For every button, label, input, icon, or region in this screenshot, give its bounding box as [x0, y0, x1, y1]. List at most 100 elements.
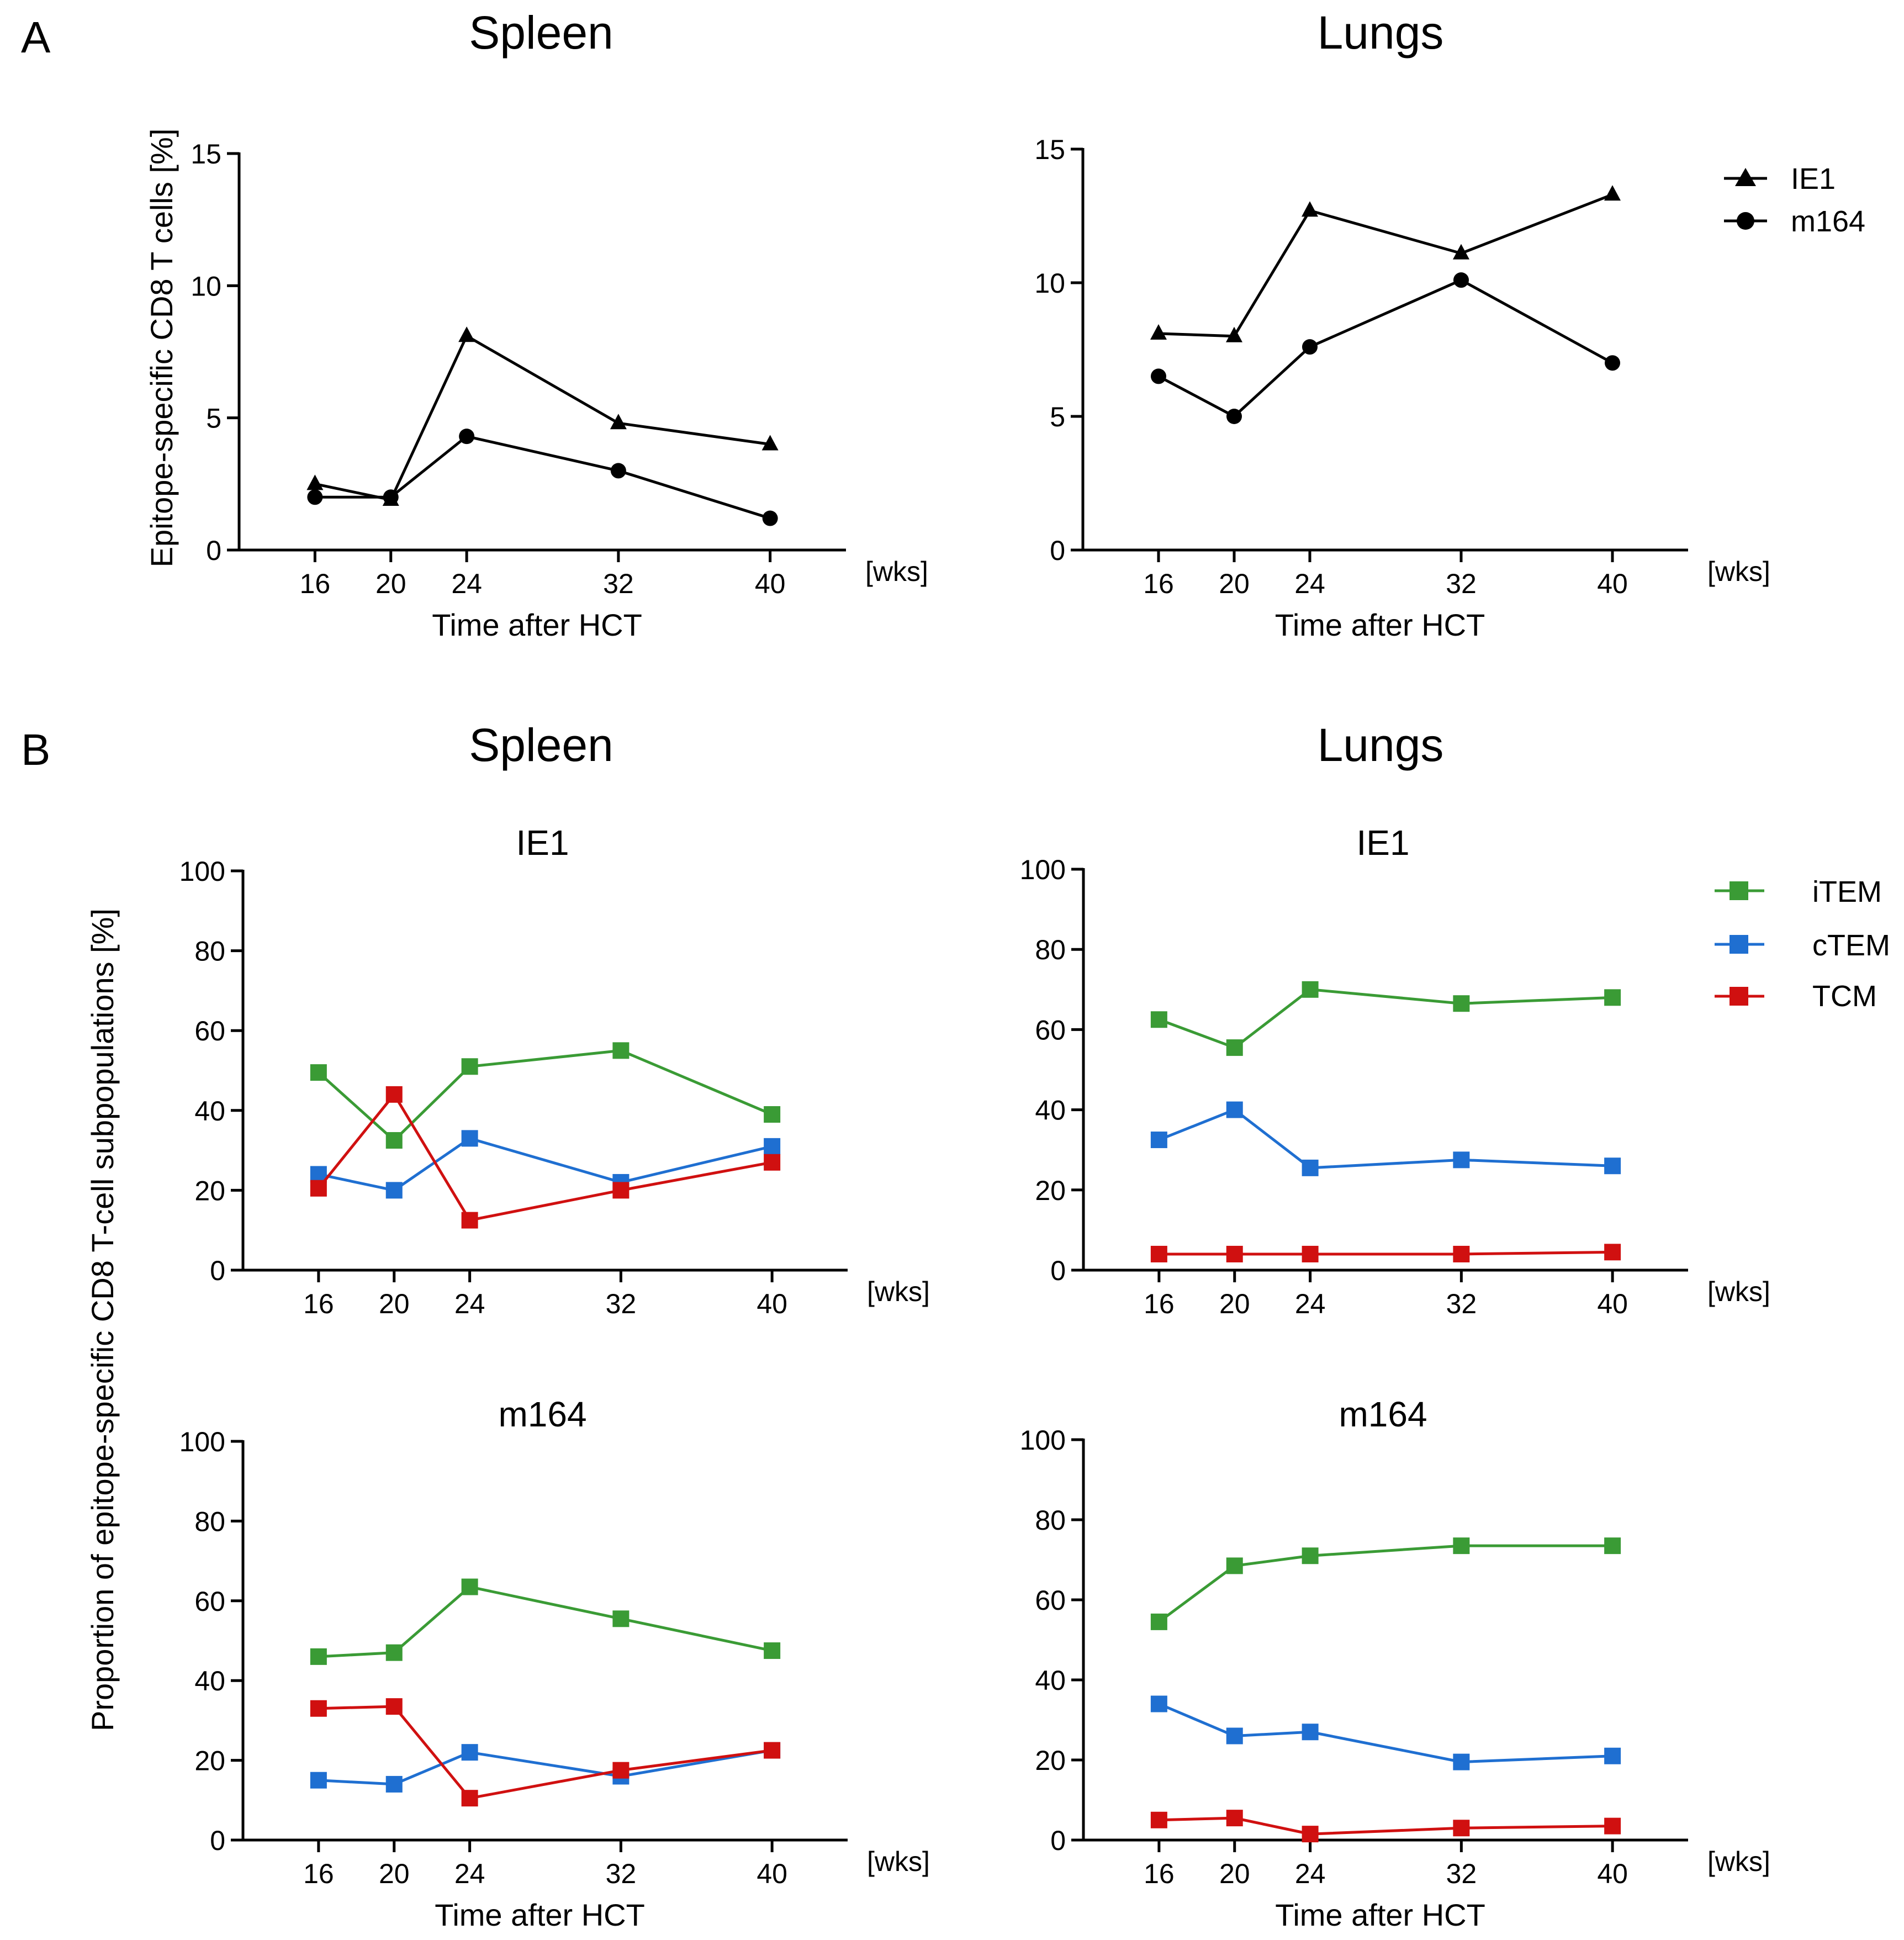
b-lungs-ie1-tcm-point [1150, 1245, 1167, 1262]
b-spleen-m164-ctem-point [310, 1772, 327, 1789]
b-spleen-m164-y-tick-label: 100 [179, 1426, 225, 1457]
a-lungs-y-tick-label: 5 [1050, 401, 1065, 432]
b-spleen-m164-x-unit-label: [wks] [867, 1846, 930, 1877]
a-lungs-x-tick-label: 32 [1446, 568, 1477, 599]
b-spleen-m164-tcm-point [461, 1790, 478, 1807]
chart-a-lungs: 0 5 10 15 16 20 24 32 40 [wks] Time after HCT [1034, 134, 1770, 642]
b-lungs-m164-tcm-point [1150, 1811, 1167, 1828]
b-spleen-ie1-ctem-point [385, 1182, 403, 1199]
legend-a-ie1-marker [1735, 168, 1756, 186]
panel-letter-a: A [21, 13, 51, 62]
a-lungs-y-tick-label: 15 [1034, 134, 1065, 165]
b-lungs-m164-ctem-point [1226, 1727, 1243, 1745]
b-spleen-ie1-y-tick-label: 0 [210, 1255, 225, 1286]
b-spleen-ie1-tcm-line [317, 1093, 773, 1222]
chart-b-lungs-ie1: 0 20 40 60 80 100 16 20 24 32 40 [wks] IE1 [1020, 823, 1770, 1319]
b-lungs-m164-x-axis-label: Time after HCT [1275, 1897, 1485, 1932]
b-spleen-ie1-tcm-point [764, 1154, 781, 1171]
title-b-spleen: Spleen [469, 719, 613, 771]
b-lungs-ie1-x-tick-label: 40 [1597, 1288, 1628, 1319]
b-spleen-m164-x-tick-label: 40 [757, 1858, 787, 1889]
a-lungs-x-tick-label: 20 [1219, 568, 1250, 599]
b-lungs-m164-y-tick-label: 0 [1050, 1825, 1066, 1856]
b-spleen-m164-y-tick-label: 60 [194, 1586, 225, 1617]
a-lungs-m164-point [1453, 272, 1469, 288]
a-spleen-ie1-point [306, 474, 324, 490]
b-spleen-m164-item-point [612, 1610, 630, 1627]
b-lungs-m164-y-tick-label: 60 [1035, 1585, 1066, 1616]
title-b-lungs: Lungs [1318, 719, 1444, 771]
a-lungs-x-tick-label: 24 [1294, 568, 1325, 599]
a-spleen-x-tick-label: 20 [375, 568, 406, 599]
chart-b-lungs-m164: 0 20 40 60 80 100 16 20 24 32 40 [wks] Time after HC… [1020, 1394, 1770, 1932]
b-lungs-ie1-item-point [1302, 981, 1319, 998]
a-spleen-x-tick-label: 24 [451, 568, 482, 599]
b-spleen-ie1-y-tick-label: 80 [194, 936, 225, 967]
a-spleen-m164-point [610, 463, 626, 479]
b-lungs-ie1-y-tick-label: 80 [1035, 934, 1066, 965]
a-spleen-m164-point [459, 429, 475, 445]
b-lungs-ie1-item-point [1226, 1039, 1243, 1056]
b-spleen-ie1-x-tick-label: 16 [303, 1288, 334, 1319]
b-lungs-m164-item-point [1150, 1613, 1167, 1630]
b-lungs-m164-x-tick-label: 24 [1295, 1858, 1326, 1889]
b-lungs-ie1-item-point [1150, 1011, 1167, 1028]
b-lungs-m164-ctem-point [1150, 1695, 1167, 1712]
a-lungs-ie1-point [1604, 185, 1621, 201]
b-spleen-ie1-tcm-point [612, 1182, 630, 1199]
chart-b-spleen-m164: 0 20 40 60 80 100 16 20 24 32 40 [wks] Time after HC… [179, 1394, 930, 1932]
legend-b-ctem-marker [1730, 935, 1748, 954]
a-lungs-m164-point [1151, 368, 1166, 384]
b-spleen-ie1-ctem-point [461, 1130, 478, 1147]
b-lungs-m164-ctem-point [1604, 1747, 1621, 1764]
a-spleen-m164-point [383, 489, 399, 505]
legend-a-m164-marker [1737, 212, 1754, 230]
legend-b-tcm-label: TCM [1812, 980, 1877, 1013]
b-lungs-ie1-y-tick-label: 20 [1035, 1175, 1066, 1206]
b-spleen-m164-tcm-point [385, 1698, 403, 1715]
b-spleen-ie1-x-unit-label: [wks] [867, 1276, 930, 1307]
a-spleen-ie1-point [761, 435, 779, 451]
a-spleen-ie1-point [610, 414, 627, 430]
b-spleen-ie1-item-point [764, 1106, 781, 1123]
a-lungs-y-tick-label: 0 [1050, 535, 1065, 566]
b-lungs-m164-item-point [1302, 1547, 1319, 1564]
b-spleen-m164-y-tick-label: 80 [194, 1506, 225, 1537]
b-lungs-m164-tcm-point [1453, 1820, 1470, 1837]
b-lungs-m164-item-line [1158, 1544, 1613, 1623]
b-lungs-m164-item-point [1453, 1537, 1470, 1555]
y-axis-label-b: Proportion of epitope-specific CD8 T-cel… [85, 908, 120, 1731]
b-lungs-ie1-y-tick-label: 100 [1020, 854, 1066, 885]
legend-b: iTEM cTEM TCM [1715, 875, 1890, 1013]
b-lungs-ie1-tcm-point [1604, 1244, 1621, 1261]
b-lungs-m164-item-point [1226, 1557, 1243, 1574]
b-spleen-ie1-tcm-point [310, 1180, 327, 1197]
b-lungs-ie1-x-tick-label: 16 [1144, 1288, 1175, 1319]
b-spleen-m164-x-tick-label: 16 [303, 1858, 334, 1889]
a-lungs-x-axis-label: Time after HCT [1275, 607, 1485, 642]
b-lungs-ie1-ctem-point [1302, 1159, 1319, 1176]
b-lungs-ie1-tcm-point [1453, 1245, 1470, 1262]
legend-a-m164-label: m164 [1791, 205, 1865, 238]
title-a-lungs: Lungs [1318, 7, 1444, 59]
a-spleen-y-tick-label: 10 [191, 271, 221, 302]
legend-a: IE1 m164 [1724, 162, 1865, 238]
b-lungs-ie1-x-tick-label: 20 [1219, 1288, 1250, 1319]
b-spleen-m164-tcm-point [764, 1742, 781, 1759]
y-axis-label-a: Epitope-specific CD8 T cells [%] [144, 129, 179, 568]
legend-b-item-label: iTEM [1812, 875, 1882, 908]
b-lungs-m164-subtitle: m164 [1339, 1394, 1427, 1434]
b-lungs-ie1-x-tick-label: 32 [1446, 1288, 1477, 1319]
b-spleen-ie1-y-tick-label: 100 [179, 856, 225, 887]
panel-letter-b: B [21, 725, 50, 774]
b-lungs-ie1-ctem-point [1604, 1157, 1621, 1175]
a-lungs-ie1-point [1226, 326, 1242, 342]
a-spleen-ie1-point [458, 326, 475, 342]
b-spleen-m164-subtitle: m164 [498, 1394, 586, 1434]
b-spleen-ie1-y-tick-label: 40 [194, 1096, 225, 1127]
b-spleen-m164-x-tick-label: 32 [606, 1858, 637, 1889]
b-lungs-ie1-y-tick-label: 60 [1035, 1014, 1066, 1045]
a-spleen-x-tick-label: 40 [755, 568, 786, 599]
a-spleen-m164-line [315, 435, 771, 520]
legend-b-item-marker [1730, 881, 1748, 900]
